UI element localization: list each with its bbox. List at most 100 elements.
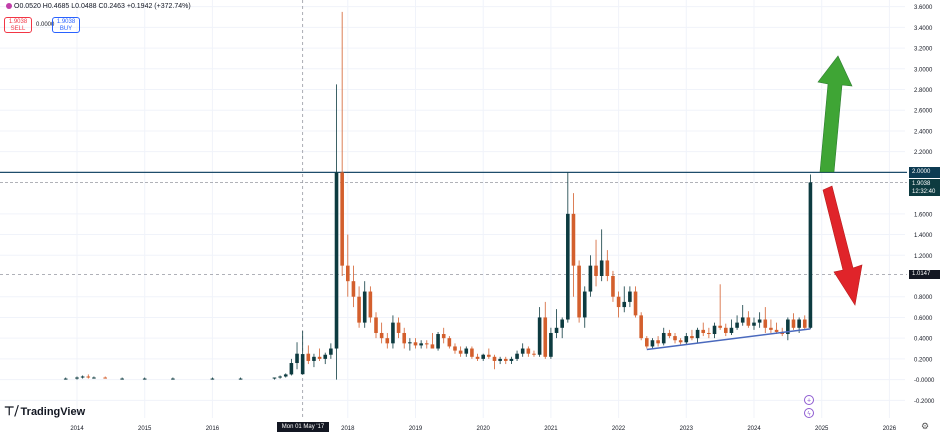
candle-body (238, 378, 243, 380)
candle (317, 348, 322, 361)
candle (611, 270, 615, 302)
candle-body (611, 276, 615, 297)
settings-gear-icon[interactable]: ⚙ (921, 421, 930, 431)
event-plus-icon (804, 395, 814, 405)
candle (695, 327, 700, 344)
candle-body (63, 378, 68, 380)
candle-body (300, 354, 305, 375)
candle (656, 336, 660, 347)
candle (487, 348, 491, 359)
candle-body (329, 348, 333, 355)
candle (712, 322, 717, 339)
level-price-tag: 2.0000 (909, 167, 940, 178)
candle-body (701, 329, 706, 333)
candle (357, 286, 361, 328)
candle-body (791, 319, 796, 328)
candle (543, 301, 548, 359)
y-tick-label: 1.6000 (914, 212, 933, 218)
candle-body (763, 319, 768, 328)
candle-body (391, 322, 395, 344)
y-tick-label: 3.6000 (914, 5, 933, 11)
brand-name: TradingView (20, 406, 86, 418)
y-axis: 3.6000 3.4000 3.2000 3.0000 2.8000 2.6000 2.40… (914, 5, 935, 405)
candle-body (769, 327, 773, 330)
candle (774, 322, 779, 335)
x-tick-label: 2019 (409, 426, 423, 432)
candle (549, 327, 553, 359)
candle-body (408, 342, 412, 344)
candle (678, 338, 683, 345)
candle-body (752, 322, 756, 326)
candle-body (588, 265, 593, 292)
candle-body (543, 317, 548, 357)
candle-body (808, 182, 813, 328)
candle (323, 352, 328, 365)
candle-body (436, 334, 440, 349)
x-tick-label: 2025 (815, 426, 829, 432)
candle (278, 375, 282, 379)
candle (616, 291, 621, 318)
candle (475, 353, 480, 361)
candle-body (797, 319, 801, 328)
candle-body (650, 340, 655, 347)
candle (537, 307, 542, 357)
candle-body (120, 378, 124, 380)
support-trendline (646, 328, 811, 351)
candle (238, 377, 243, 380)
candle (723, 323, 728, 337)
candle (340, 11, 344, 276)
candle-body (334, 172, 339, 349)
candle (735, 315, 739, 330)
candle (92, 376, 96, 379)
candle (582, 286, 587, 328)
candle (667, 329, 672, 339)
candle-body (312, 356, 316, 361)
bullish-arrow (817, 55, 853, 173)
y-tick-label: 2.4000 (914, 129, 933, 135)
event-plus-glyph: + (807, 398, 811, 405)
horizontal-levels (0, 171, 907, 275)
candle (498, 356, 502, 365)
candle (802, 315, 807, 330)
candle-body (594, 265, 598, 276)
candle (571, 193, 576, 297)
candle-body (80, 376, 85, 378)
candle (605, 250, 610, 282)
y-tick-label: 0.8000 (914, 295, 933, 301)
candle-body (735, 322, 739, 328)
candle (391, 315, 395, 349)
candle (419, 340, 423, 349)
y-tick-label: 0.6000 (914, 316, 933, 322)
candle (329, 343, 333, 359)
chart-grid (0, 0, 905, 420)
candle (515, 350, 519, 361)
candle-body (661, 332, 666, 344)
candle (808, 174, 813, 329)
candle (763, 307, 768, 333)
buy-button[interactable]: 1.9038 BUY (52, 17, 80, 33)
x-tick-label: 2016 (206, 426, 220, 432)
ohlc-readout: O0.0520 H0.4685 L0.0488 C0.2463 +0.1942 … (6, 3, 191, 10)
candle (791, 313, 796, 330)
candle-body (723, 327, 728, 333)
y-tick-label: -0.2000 (914, 399, 935, 405)
candle-body (171, 378, 175, 380)
candle-body (289, 363, 294, 375)
candle-body (656, 340, 660, 344)
y-tick-label: 0.4000 (914, 337, 933, 343)
candle-body (549, 332, 553, 357)
candle (374, 312, 378, 339)
candle (120, 377, 124, 380)
candle-body (396, 322, 401, 333)
sell-button[interactable]: 1.9038 SELL (4, 17, 32, 33)
candle-body (599, 260, 604, 276)
candle (746, 311, 751, 328)
candle-body (357, 296, 361, 323)
candle (633, 286, 638, 318)
candle-body (464, 348, 469, 354)
tradingview-logo: ⊤⧸ TradingView (4, 404, 85, 419)
candle (351, 265, 356, 308)
candle-body (628, 291, 632, 302)
candle (289, 358, 294, 376)
